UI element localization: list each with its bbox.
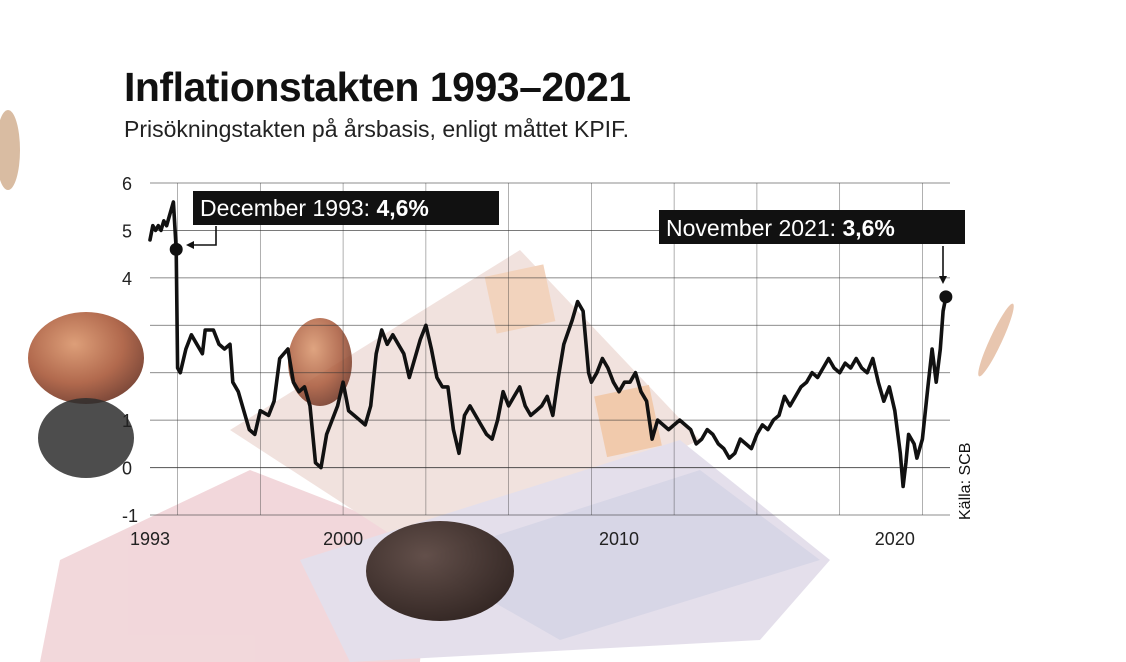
x-tick-label: 2010 <box>599 529 639 549</box>
y-tick-label: -1 <box>122 506 138 526</box>
x-tick-label: 2020 <box>875 529 915 549</box>
annotation-marker-1993 <box>169 242 183 256</box>
y-tick-label: 4 <box>122 269 132 289</box>
callout-december-1993: December 1993: 4,6% <box>186 191 499 249</box>
x-axis-ticks: 1993 2000 2010 2020 <box>130 529 915 549</box>
callout-november-2021: November 2021: 3,6% <box>659 210 965 284</box>
svg-text:November 2021: 3,6%: November 2021: 3,6% <box>666 215 895 241</box>
callout-box-2021 <box>659 210 965 244</box>
y-tick-label: 1 <box>122 411 132 431</box>
marker-dot-1993 <box>169 242 183 256</box>
svg-text:December 1993: 4,6%: December 1993: 4,6% <box>200 195 429 221</box>
callout-value-2021: 3,6% <box>842 215 894 241</box>
y-tick-label: 0 <box>122 459 132 479</box>
callout-leader-1993 <box>188 226 217 246</box>
y-axis-ticks: 6 5 4 1 0 -1 <box>122 174 138 526</box>
y-tick-label: 6 <box>122 174 132 194</box>
callout-label-1993: December 1993: <box>200 195 376 221</box>
coin-decoration <box>28 312 144 404</box>
y-tick-label: 5 <box>122 221 132 241</box>
callout-box-1993 <box>193 191 499 225</box>
arrow-left-icon <box>186 241 194 249</box>
x-tick-label: 2000 <box>323 529 363 549</box>
callout-value-1993: 4,6% <box>376 195 428 221</box>
annotation-marker-2021 <box>939 290 953 304</box>
marker-dot-2021 <box>939 290 953 304</box>
arrow-down-icon <box>939 276 947 284</box>
x-tick-label: 1993 <box>130 529 170 549</box>
page-title: Inflationstakten 1993–2021 <box>124 64 631 110</box>
source-label: Källa: SCB <box>957 443 974 520</box>
series-line <box>148 200 948 489</box>
callout-label-2021: November 2021: <box>666 215 842 241</box>
page-subtitle: Prisökningstakten på årsbasis, enligt må… <box>124 116 629 142</box>
